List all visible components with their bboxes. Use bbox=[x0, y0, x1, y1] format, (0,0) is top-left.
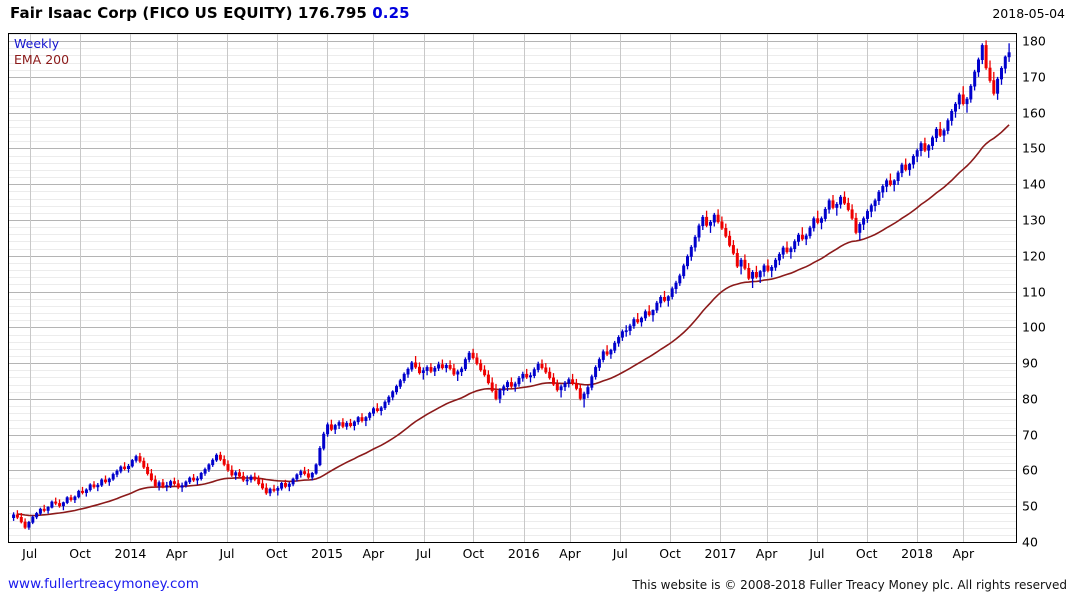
y-axis-tick: 50 bbox=[1022, 498, 1038, 514]
x-axis-tick: Apr bbox=[755, 546, 778, 561]
y-axis-labels: 40 50 60 70 80 90 100 110 120 130 140 150 160 170 180 bbox=[1022, 33, 1072, 550]
y-axis-tick: 40 bbox=[1022, 534, 1038, 550]
y-axis-tick: 170 bbox=[1022, 69, 1046, 85]
x-axis-tick: Jul bbox=[22, 546, 38, 561]
y-axis-tick: 140 bbox=[1022, 176, 1046, 192]
x-axis-tick: Oct bbox=[659, 546, 681, 561]
x-axis-tick: Apr bbox=[165, 546, 188, 561]
y-axis-tick: 120 bbox=[1022, 248, 1046, 264]
x-axis-tick: 2018 bbox=[901, 546, 933, 561]
legend-interval: Weekly bbox=[14, 36, 60, 51]
last-price: 176.795 bbox=[297, 4, 367, 22]
chart-header: Fair Isaac Corp (FICO US EQUITY) 176.795… bbox=[0, 0, 1075, 28]
y-axis-tick: 130 bbox=[1022, 212, 1046, 228]
price-chart-plot bbox=[8, 33, 1017, 543]
as-of-date: 2018-05-04 bbox=[992, 6, 1065, 21]
candlestick-svg bbox=[9, 34, 1016, 542]
x-axis-tick: Apr bbox=[952, 546, 975, 561]
y-axis-tick: 180 bbox=[1022, 33, 1046, 49]
copyright-notice: This website is © 2008-2018 Fuller Treac… bbox=[632, 578, 1067, 592]
y-axis-tick: 90 bbox=[1022, 355, 1038, 371]
x-axis-tick: Oct bbox=[462, 546, 485, 561]
chart-legend: Weekly EMA 200 bbox=[14, 36, 69, 67]
x-axis-tick: Apr bbox=[362, 546, 385, 561]
price-change: 0.25 bbox=[372, 4, 410, 22]
x-axis-tick: 2016 bbox=[507, 546, 540, 561]
legend-ema: EMA 200 bbox=[14, 51, 70, 67]
y-axis-tick: 60 bbox=[1022, 462, 1038, 478]
x-axis-tick: Jul bbox=[416, 546, 432, 561]
y-axis-tick: 80 bbox=[1022, 391, 1038, 407]
y-axis-tick: 150 bbox=[1022, 140, 1046, 156]
x-axis-tick: Oct bbox=[855, 546, 878, 561]
x-axis-labels: Jul Oct 2014 Apr Jul Oct 2015 Apr Jul Oct 2016 Apr J… bbox=[8, 546, 1018, 566]
y-axis-tick: 110 bbox=[1022, 284, 1046, 300]
x-axis-tick: Jul bbox=[612, 546, 628, 561]
x-axis-tick: Oct bbox=[265, 546, 288, 561]
y-axis-tick: 100 bbox=[1022, 319, 1046, 335]
x-axis-tick: Jul bbox=[219, 546, 235, 561]
chart-footer: www.fullertreacymoney.com This website i… bbox=[0, 572, 1075, 600]
site-url[interactable]: www.fullertreacymoney.com bbox=[8, 576, 199, 592]
x-axis-tick: 2015 bbox=[311, 546, 343, 561]
x-axis-tick: 2017 bbox=[704, 546, 737, 561]
x-axis-tick: Jul bbox=[809, 546, 825, 561]
y-axis-tick: 70 bbox=[1022, 427, 1038, 443]
x-axis-tick: Apr bbox=[559, 546, 581, 561]
instrument-name: Fair Isaac Corp (FICO US EQUITY) bbox=[10, 4, 293, 22]
page-title: Fair Isaac Corp (FICO US EQUITY) 176.795… bbox=[10, 4, 410, 22]
x-axis-tick: Oct bbox=[69, 546, 91, 561]
y-axis-tick: 160 bbox=[1022, 105, 1046, 121]
x-axis-tick: 2014 bbox=[114, 546, 147, 561]
